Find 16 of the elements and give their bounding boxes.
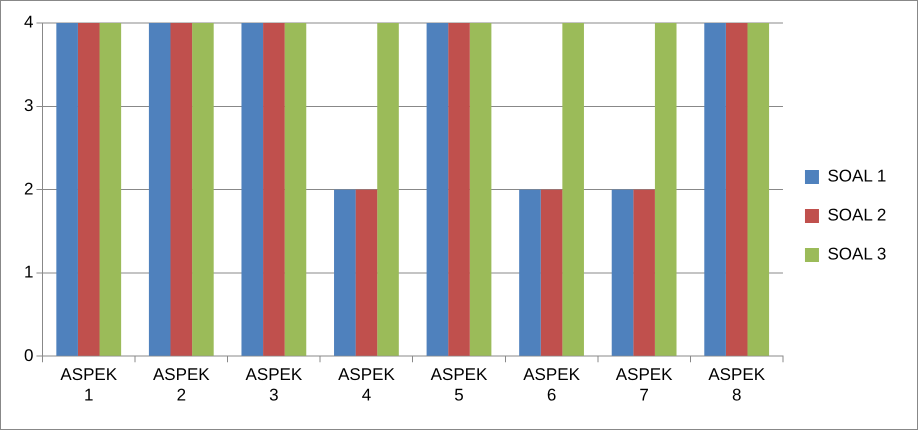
legend-label: SOAL 1	[827, 166, 886, 186]
y-tick-label: 1	[24, 262, 34, 282]
legend-label: SOAL 3	[827, 244, 886, 264]
x-tick-label: ASPEK 5	[430, 365, 488, 404]
x-tick-label: ASPEK 6	[523, 365, 581, 404]
legend-label: SOAL 2	[827, 206, 886, 225]
x-tick-label: ASPEK 7	[616, 365, 674, 404]
x-tick-label: ASPEK 1	[60, 365, 118, 404]
x-tick-label: ASPEK 8	[708, 365, 766, 404]
x-tick-label: ASPEK 3	[246, 365, 303, 404]
y-tick-label: 4	[24, 12, 34, 32]
x-tick-label: ASPEK 2	[152, 365, 210, 404]
y-tick-label: 3	[24, 96, 34, 115]
x-tick-label: ASPEK 4	[338, 365, 396, 404]
y-tick-label: 0	[24, 346, 34, 365]
y-tick-label: 2	[24, 179, 34, 198]
